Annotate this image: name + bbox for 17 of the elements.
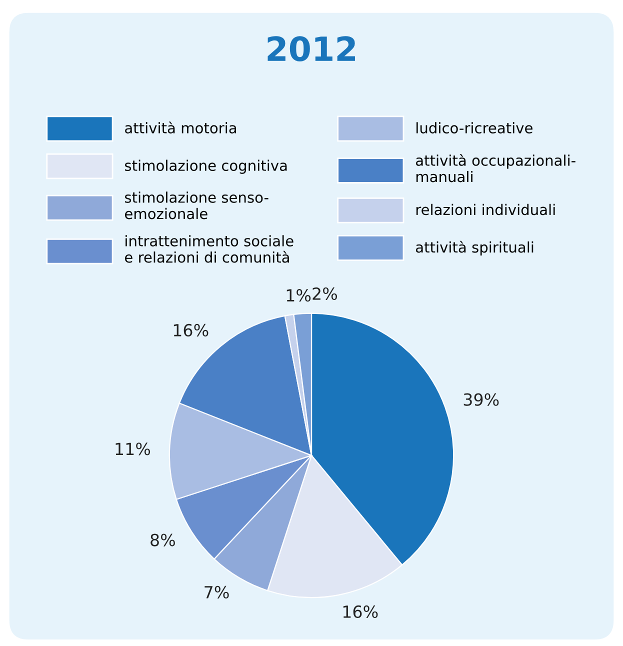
data-label: 11% xyxy=(116,442,150,456)
legend-label: ludico-ricreative xyxy=(416,122,532,134)
data-label: 7% xyxy=(204,586,229,598)
legend-label: attività occupazionali- manuali xyxy=(416,154,576,182)
data-label: 16% xyxy=(174,324,208,337)
legend-label: intrattenimento sociale e relazioni di comunità xyxy=(125,235,294,263)
data-label: 16% xyxy=(343,605,378,618)
legend-label: attività motoria xyxy=(125,122,236,134)
chart-title: 2012 xyxy=(268,36,355,62)
data-label: 39% xyxy=(464,393,499,406)
legend-label: stimolazione cognitiva xyxy=(124,160,287,174)
legend-label: stimolazione senso- emozionale xyxy=(124,192,268,220)
data-label: 2% xyxy=(312,287,338,300)
data-label: 8% xyxy=(150,534,175,546)
legend-label: relazioni individuali xyxy=(416,204,555,216)
data-label: 1% xyxy=(286,289,311,302)
legend-label: attività spirituali xyxy=(416,240,534,256)
